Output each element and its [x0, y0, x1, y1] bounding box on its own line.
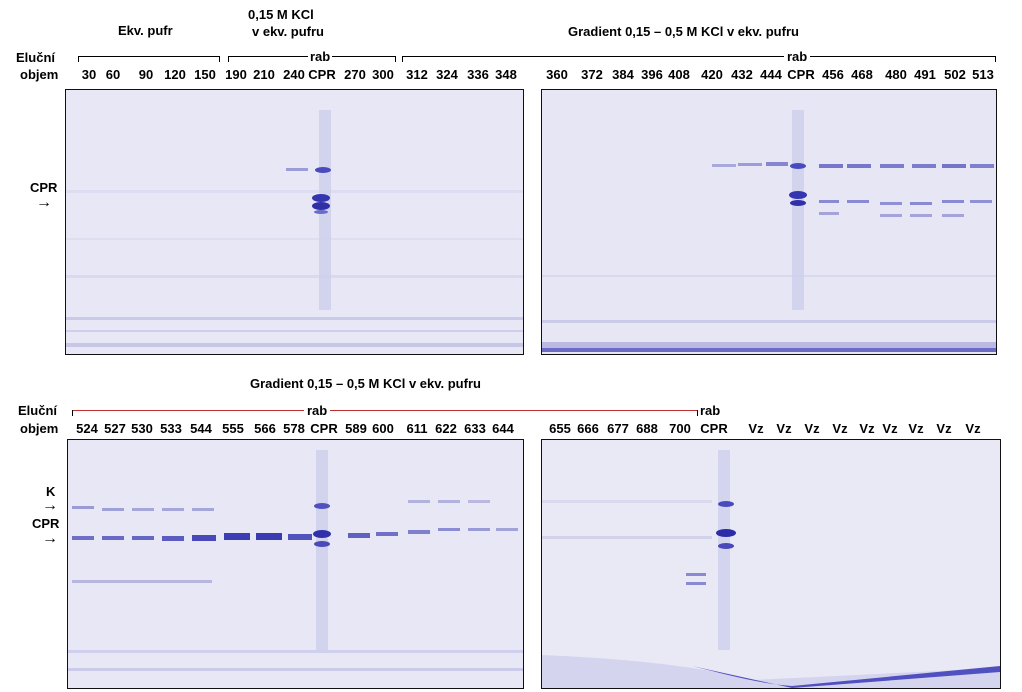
lane-label: 491 [914, 67, 936, 82]
lane-label: 432 [731, 67, 753, 82]
lane-label: 396 [641, 67, 663, 82]
lane-label: Vz [965, 421, 981, 436]
gel-bands-bottom-right [542, 440, 1000, 688]
lane-label: 210 [253, 67, 275, 82]
lane-label: 688 [636, 421, 658, 436]
lane-label: 150 [194, 67, 216, 82]
k-marker-label: K [46, 484, 56, 499]
rab-label-top-left: rab [308, 49, 333, 64]
lane-label: 312 [406, 67, 428, 82]
lane-label: 527 [104, 421, 126, 436]
lane-label: 270 [344, 67, 366, 82]
lane-label: CPR [700, 421, 728, 436]
lane-label: Vz [748, 421, 764, 436]
lane-label: Vz [832, 421, 848, 436]
lane-label: 372 [581, 67, 603, 82]
lane-label: 589 [345, 421, 367, 436]
lane-label: 324 [436, 67, 458, 82]
lane-label: 456 [822, 67, 844, 82]
gel-bands-top-left [66, 90, 523, 354]
lane-label: 655 [549, 421, 571, 436]
row-label-volume-bottom: objem [20, 421, 59, 436]
row-label-volume: objem [20, 67, 59, 82]
row-label-eluction-bottom: Eluční [18, 403, 58, 418]
bracket-gradient-bottom [72, 410, 698, 416]
group-label-kcl-line1: 0,15 M KCl [248, 7, 314, 22]
lane-label: Vz [936, 421, 952, 436]
lane-label: 480 [885, 67, 907, 82]
gel-bands-top-right [542, 90, 996, 354]
lane-label: 384 [612, 67, 634, 82]
arrow-icon: → [42, 530, 58, 547]
lane-label: 190 [225, 67, 247, 82]
lane-label: Vz [859, 421, 875, 436]
lane-label: CPR [310, 421, 338, 436]
lane-label: 240 [283, 67, 305, 82]
lane-label: 700 [669, 421, 691, 436]
lane-label: Vz [908, 421, 924, 436]
lane-label: 468 [851, 67, 873, 82]
lane-label: 90 [138, 67, 154, 82]
arrow-icon: → [36, 194, 52, 211]
lane-label: CPR [308, 67, 336, 82]
lane-label: 120 [164, 67, 186, 82]
lane-label: 502 [944, 67, 966, 82]
arrow-icon: → [42, 497, 58, 514]
lane-label: 555 [222, 421, 244, 436]
lane-label: Vz [882, 421, 898, 436]
lane-label: 30 [81, 67, 97, 82]
cpr-marker-label-bottom: CPR [32, 516, 60, 531]
lane-label: 60 [105, 67, 121, 82]
lane-label: 444 [760, 67, 782, 82]
cpr-marker-label-top: CPR [30, 180, 58, 195]
gel-bands-bottom-left [68, 440, 523, 688]
gel-panel-top-left [65, 89, 524, 355]
lane-label: 666 [577, 421, 599, 436]
lane-label: 336 [467, 67, 489, 82]
lane-label: 524 [76, 421, 98, 436]
lane-label: Vz [804, 421, 820, 436]
lane-label: 420 [701, 67, 723, 82]
group-label-kcl-line2: v ekv. pufru [252, 24, 325, 39]
row-label-eluction: Eluční [16, 50, 56, 65]
lane-label: 578 [283, 421, 305, 436]
lane-label: 348 [495, 67, 517, 82]
lane-label: 408 [668, 67, 690, 82]
gel-panel-bottom-left [67, 439, 524, 689]
lane-label: 644 [492, 421, 514, 436]
lane-label: 300 [372, 67, 394, 82]
group-label-gradient-top: Gradient 0,15 – 0,5 M KCl v ekv. pufru [568, 24, 799, 39]
lane-label: 611 [406, 421, 428, 436]
lane-label: 566 [254, 421, 276, 436]
lane-label: 544 [190, 421, 212, 436]
rab-label-top-right: rab [784, 50, 811, 64]
lane-label: 622 [435, 421, 457, 436]
rab-label-bottom-right: rab [700, 403, 721, 418]
lane-label: CPR [787, 67, 815, 82]
group-label-equilibration-buffer: Ekv. pufr [118, 23, 173, 38]
lane-label: 533 [160, 421, 182, 436]
rab-label-bottom-center: rab [304, 404, 331, 418]
lane-label: 677 [607, 421, 629, 436]
lane-label: 633 [464, 421, 486, 436]
lane-label: 600 [372, 421, 394, 436]
gel-panel-bottom-right [541, 439, 1001, 689]
group-label-gradient-bottom: Gradient 0,15 – 0,5 M KCl v ekv. pufru [250, 376, 481, 391]
bracket-equilibration [78, 56, 220, 62]
lane-label: 360 [546, 67, 568, 82]
lane-label: 513 [972, 67, 994, 82]
bracket-gradient-top [402, 56, 996, 62]
gel-panel-top-right [541, 89, 997, 355]
lane-label: Vz [776, 421, 792, 436]
lane-label: 530 [131, 421, 153, 436]
